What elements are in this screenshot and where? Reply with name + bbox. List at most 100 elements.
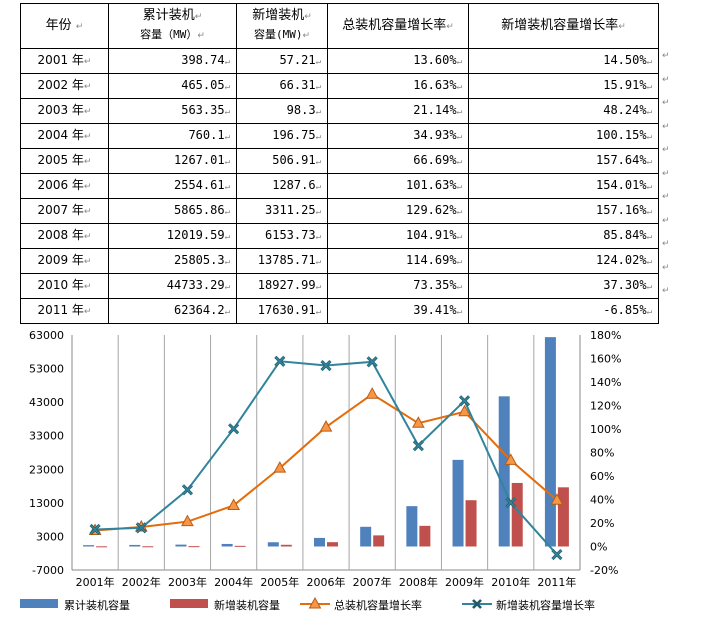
cumulative-bar (267, 542, 279, 547)
new-capacity-cell: 6153.73↵ (236, 223, 328, 249)
new-growth-cell: 154.01%↵ (468, 173, 659, 199)
new-growth-marker-inner (459, 395, 470, 406)
cumulative-cell: 563.35↵ (108, 98, 237, 124)
total-growth-cell: 21.14%↵ (327, 98, 469, 124)
total-growth-cell: 16.63%↵ (327, 73, 469, 99)
new-capacity-bar (280, 544, 292, 547)
row-end-mark: ↵ (662, 215, 670, 226)
header-year: 年份 ↵ (20, 3, 109, 49)
legend-label: 累计装机容量 (64, 598, 130, 612)
table-row: 2010 年↵ 44733.29↵ 18927.99↵ 73.35%↵ 37.30%↵ (20, 273, 659, 299)
table-row: 2001 年↵ 398.74↵ 57.21↵ 13.60%↵ 14.50%↵ (20, 48, 659, 74)
header-cumulative: 累计装机↵ 容量（MW）↵ (108, 3, 237, 49)
capacity-chart: 63000 53000 43000 33000 23000 13000 3000 -7000 1… (20, 329, 621, 612)
new-capacity-bar (96, 546, 108, 548)
header-new: 新增装机↵ 容量(MW)↵ (236, 3, 328, 49)
cumulative-cell: 5865.86↵ (108, 198, 237, 224)
cumulative-cell: 760.1↵ (108, 123, 237, 149)
cumulative-cell: 2554.61↵ (108, 173, 237, 199)
category-label: 2010年 (491, 575, 530, 589)
new-growth-marker-inner (551, 549, 562, 560)
year-cell: 2010 年↵ (20, 273, 109, 299)
new-growth-marker-inner (182, 484, 193, 495)
new-growth-cell: 14.50%↵ (468, 48, 659, 74)
category-label: 2008年 (399, 575, 438, 589)
left-axis-tick-label: 3000 (36, 530, 64, 543)
row-end-mark: ↵ (662, 192, 670, 202)
total-growth-cell: 13.60%↵ (327, 48, 469, 74)
row-end-mark: ↵ (662, 51, 670, 61)
legend-swatch-marker (308, 596, 322, 609)
total-growth-marker (181, 514, 194, 527)
right-axis-tick-label: 180% (590, 329, 621, 342)
total-growth-marker (365, 387, 379, 399)
total-growth-marker (550, 493, 564, 505)
total-growth-marker (412, 416, 425, 428)
new-growth-cell: 157.64%↵ (468, 148, 659, 174)
new-capacity-cell: 3311.25↵ (236, 198, 328, 224)
cumulative-bar (129, 544, 141, 547)
total-growth-cell: 66.69%↵ (327, 148, 469, 174)
total-growth-marker (319, 420, 333, 432)
year-cell: 2006 年↵ (20, 173, 109, 199)
total-growth-cell: 129.62%↵ (327, 198, 469, 224)
cumulative-bar (544, 337, 556, 547)
new-growth-marker-inner (320, 360, 332, 371)
new-growth-cell: 100.15%↵ (468, 123, 659, 149)
cumulative-bar (360, 526, 372, 547)
new-capacity-cell: 98.3↵ (236, 98, 328, 124)
new-capacity-cell: 17630.91↵ (236, 298, 328, 324)
total-growth-marker (227, 498, 240, 510)
new-growth-marker-inner (505, 497, 516, 508)
category-label: 2006年 (307, 575, 346, 589)
total-growth-cell: 73.35%↵ (327, 273, 469, 299)
left-axis-tick-label: 53000 (29, 363, 64, 376)
cumulative-cell: 25805.3↵ (108, 248, 237, 274)
cumulative-bar (406, 506, 418, 547)
new-growth-marker-inner (90, 524, 101, 535)
new-capacity-cell: 13785.71↵ (236, 248, 328, 274)
data-table: 年份 ↵ 累计装机↵ 容量（MW）↵ 新增装机↵ 容量(MW)↵ 总装机容量增长率↵… (20, 3, 659, 324)
row-end-mark: ↵ (662, 74, 670, 85)
new-growth-marker-inner (413, 440, 424, 451)
new-growth-cell: 157.16%↵ (468, 198, 659, 224)
left-axis-tick-label: 13000 (29, 497, 64, 510)
left-axis-tick-label: 63000 (29, 329, 64, 342)
row-end-mark: ↵ (662, 168, 670, 179)
new-growth-marker-inner (367, 356, 378, 367)
year-cell: 2003 年↵ (20, 98, 109, 124)
right-axis-tick-label: 140% (590, 376, 621, 389)
legend-swatch-marker (472, 599, 482, 609)
year-cell: 2011 年↵ (20, 298, 109, 324)
new-growth-cell: 37.30%↵ (468, 273, 659, 299)
table-row: 2007 年↵ 5865.86↵ 3311.25↵ 129.62%↵ 157.16%↵ (20, 198, 659, 224)
year-cell: 2005 年↵ (20, 148, 109, 174)
cumulative-bar (175, 544, 187, 547)
total-growth-cell: 39.41%↵ (327, 298, 469, 324)
row-end-mark: ↵ (662, 121, 670, 132)
cumulative-cell: 398.74↵ (108, 48, 237, 74)
right-axis-tick-label: 100% (590, 423, 621, 436)
table-row: 2006 年↵ 2554.61↵ 1287.6↵ 101.63%↵ 154.01%↵ (20, 173, 659, 199)
new-capacity-bar (557, 487, 569, 547)
category-label: 2011年 (537, 575, 576, 589)
right-axis-tick-label: 40% (590, 494, 614, 507)
new-growth-cell: 124.02%↵ (468, 248, 659, 274)
new-capacity-cell: 506.91↵ (236, 148, 328, 174)
year-cell: 2009 年↵ (20, 248, 109, 274)
legend-swatch (170, 599, 208, 608)
right-axis-tick-label: -20% (590, 564, 618, 577)
new-growth-cell: 48.24%↵ (468, 98, 659, 124)
legend-label: 新增装机容量 (214, 598, 280, 612)
category-label: 2002年 (122, 575, 161, 589)
category-label: 2005年 (260, 575, 299, 589)
cumulative-bar (314, 537, 325, 547)
cumulative-bar (221, 543, 233, 547)
new-capacity-cell: 66.31↵ (236, 73, 328, 99)
cumulative-bar (452, 459, 464, 547)
table-row: 2009 年↵ 25805.3↵ 13785.71↵ 114.69%↵ 124.02%↵ (20, 248, 659, 274)
new-capacity-cell: 18927.99↵ (236, 273, 328, 299)
right-axis-tick-label: 120% (590, 400, 621, 413)
left-axis-tick-label: 33000 (29, 430, 64, 443)
row-end-mark: ↵ (662, 262, 670, 273)
